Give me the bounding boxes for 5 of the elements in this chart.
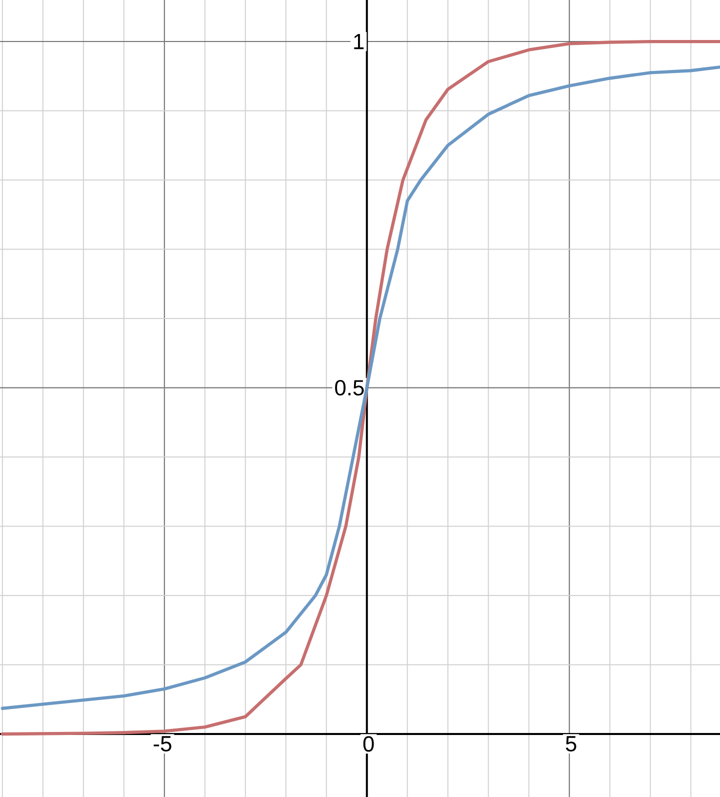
- x-tick-label: -5: [154, 736, 172, 752]
- y-tick-label: 1: [354, 34, 364, 50]
- y-tick-label: 0.5: [335, 380, 364, 396]
- x-tick-label: 0: [363, 736, 374, 752]
- x-tick-label: 5: [566, 736, 576, 752]
